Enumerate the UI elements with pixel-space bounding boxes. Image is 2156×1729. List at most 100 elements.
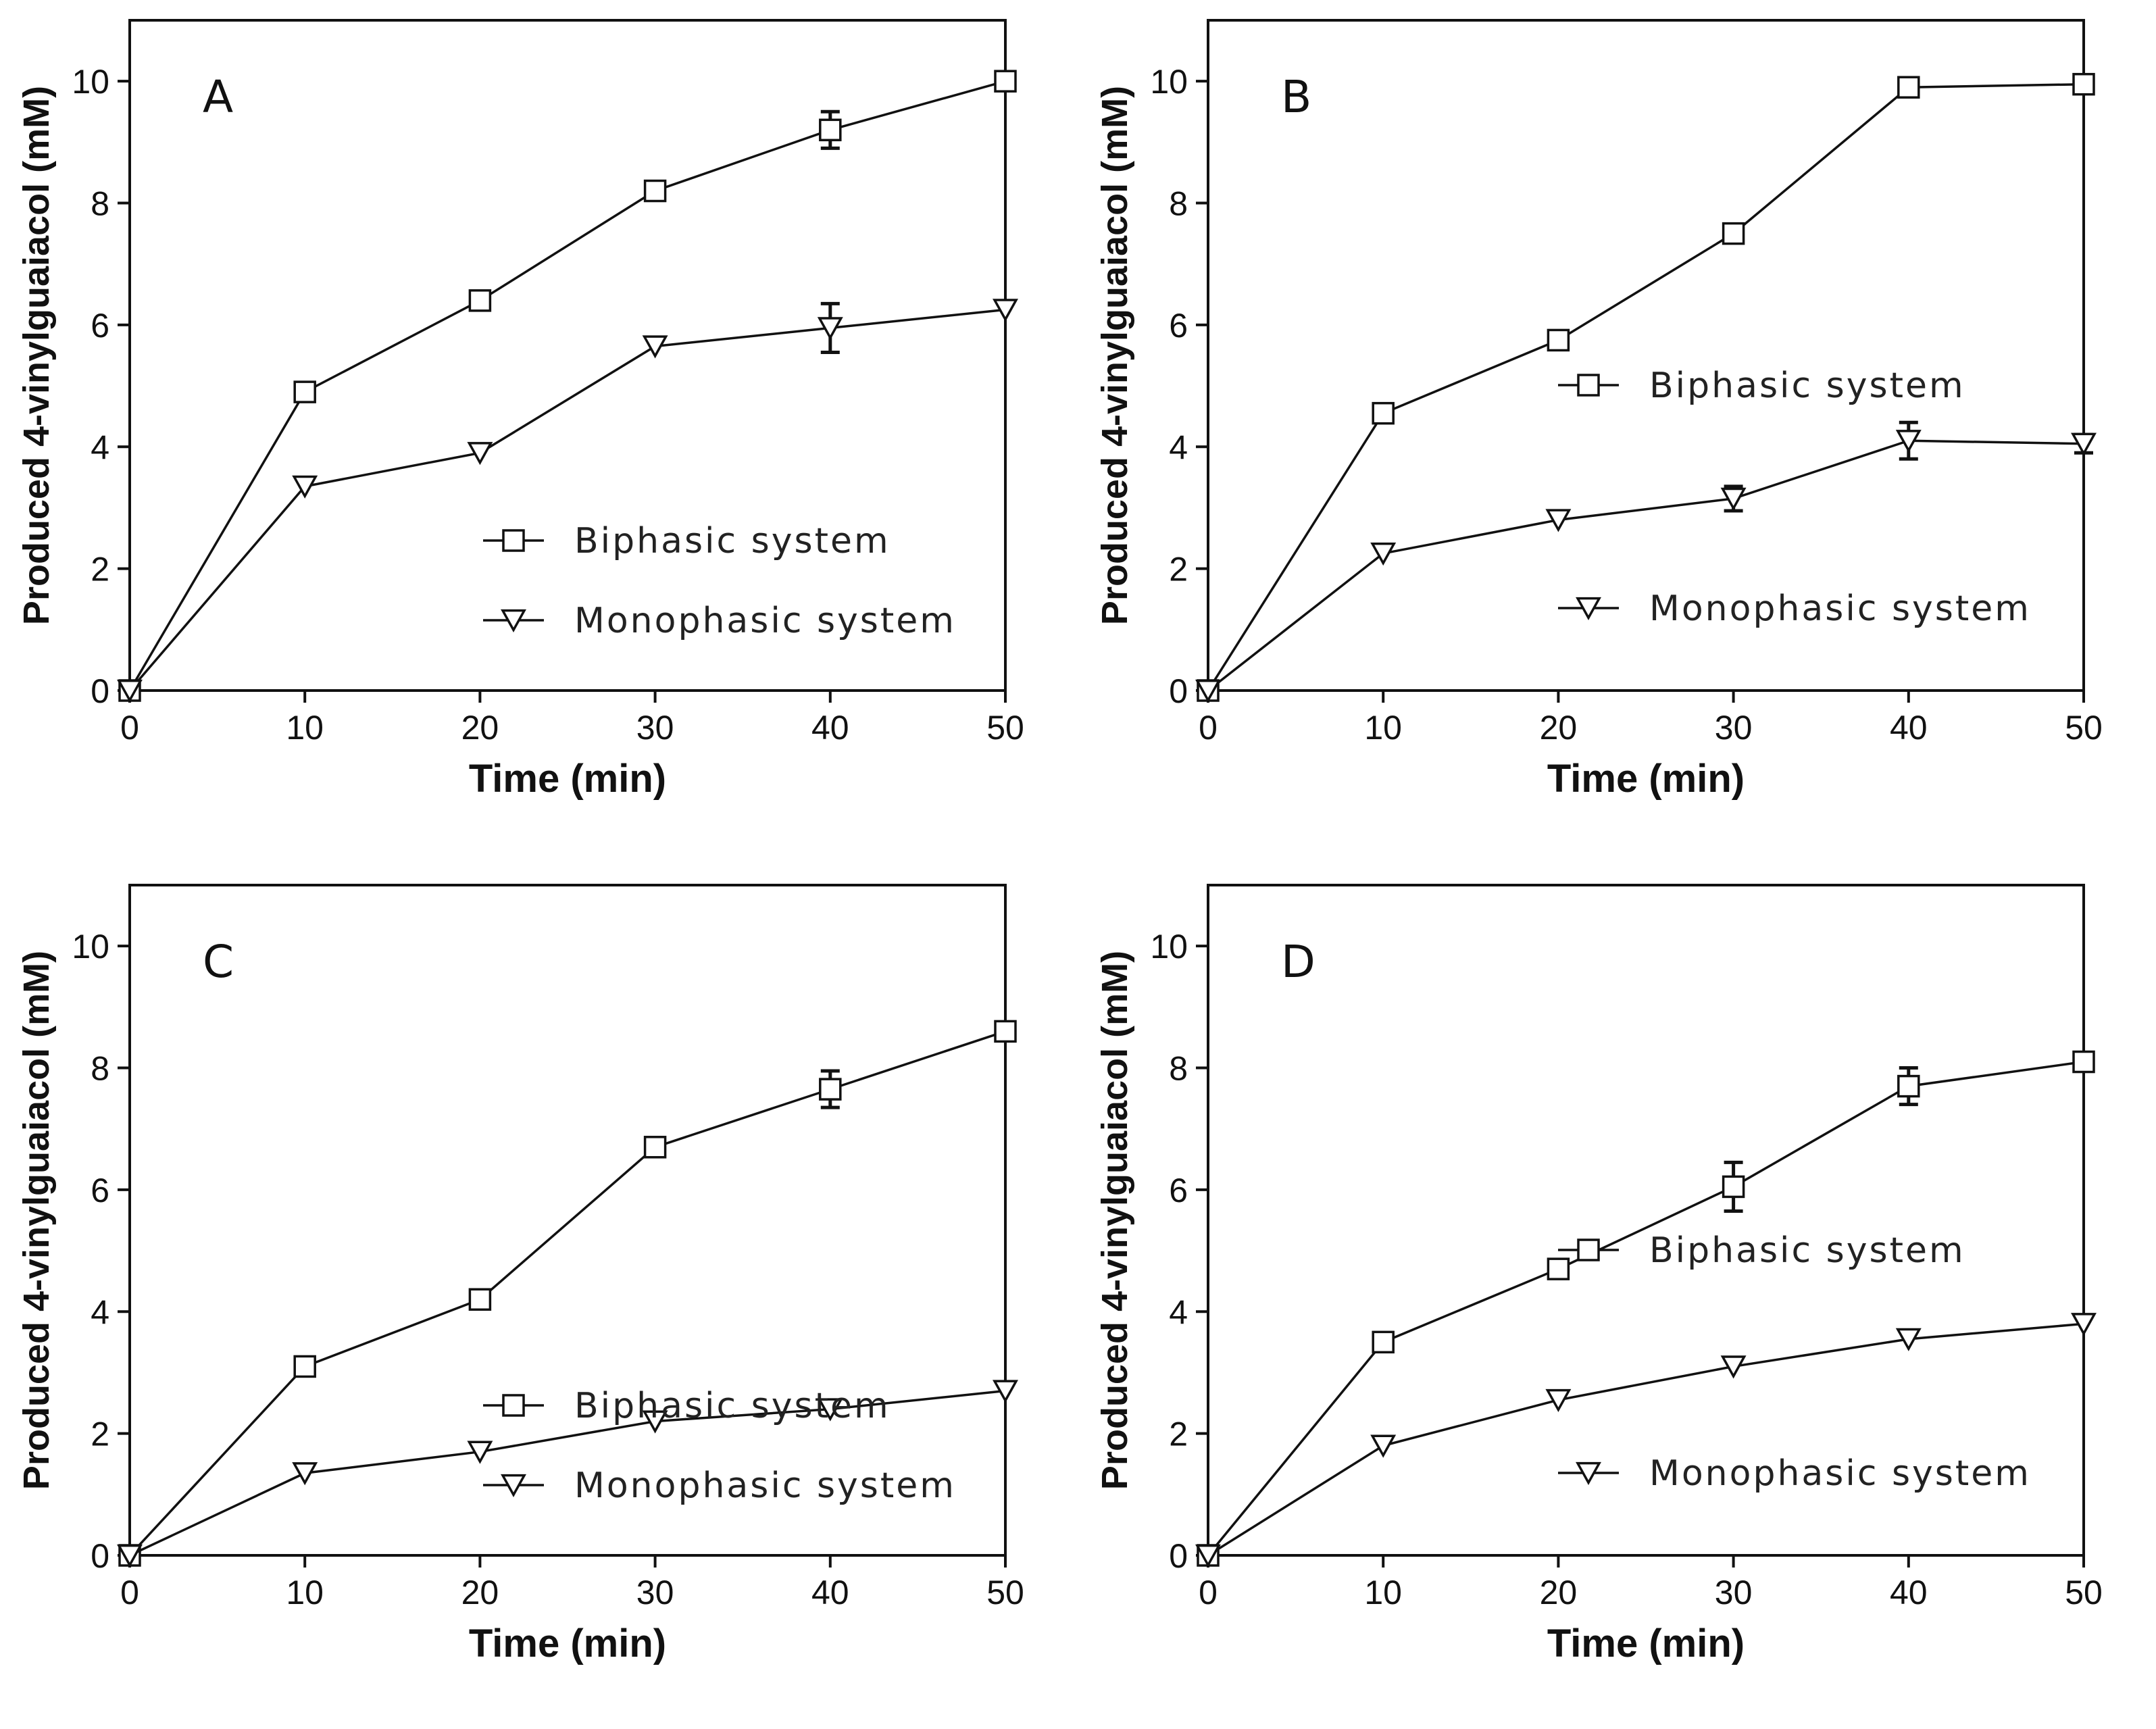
series-line — [128, 308, 1006, 692]
series-line — [128, 80, 1006, 691]
legend: Biphasic system Monophasic system — [1558, 366, 2031, 629]
x-tick-label: 30 — [636, 709, 674, 747]
y-axis-title: Produced 4-vinylguaiacol (mM) — [16, 951, 57, 1490]
data-point — [642, 1410, 668, 1434]
data-point — [2072, 1050, 2095, 1074]
y-tick-label: 8 — [91, 1050, 109, 1088]
x-tick-label: 10 — [286, 709, 324, 747]
data-point — [293, 380, 316, 403]
x-tick-label: 50 — [2065, 1574, 2103, 1611]
data-point — [1547, 1257, 1570, 1280]
y-tick-label: 6 — [1169, 307, 1188, 345]
legend-label: Monophasic system — [574, 601, 956, 641]
legend-label: Monophasic system — [1649, 588, 2031, 629]
legend: Biphasic system Monophasic system — [483, 1386, 956, 1506]
data-point — [1720, 487, 1747, 511]
legend-label: Monophasic system — [1649, 1453, 2031, 1494]
x-axis-title: Time (min) — [1547, 757, 1745, 801]
x-tick-label: 10 — [1364, 1574, 1402, 1611]
legend-label: Biphasic system — [574, 521, 891, 561]
x-tick-label: 30 — [1715, 709, 1753, 747]
chart-panel-b: 0 10 20 30 40 50 0 2 4 6 8 10 Time (min) Produced 4-v… — [1078, 0, 2156, 864]
y-tick-label: 6 — [1169, 1172, 1188, 1209]
data-point — [1370, 1434, 1397, 1458]
data-point — [1895, 430, 1922, 453]
y-tick-label: 4 — [1169, 1293, 1188, 1331]
data-point — [819, 118, 842, 142]
data-point — [817, 317, 843, 341]
data-point — [1545, 509, 1572, 532]
data-point — [467, 442, 493, 466]
data-point — [292, 475, 318, 499]
legend-label: Biphasic system — [1649, 366, 1965, 406]
data-point — [1895, 1328, 1922, 1351]
data-point — [1720, 1355, 1747, 1379]
x-tick-label: 0 — [1199, 709, 1218, 747]
x-tick-label: 20 — [461, 709, 499, 747]
y-tick-label: 6 — [91, 1172, 109, 1209]
data-point — [642, 335, 668, 359]
x-tick-label: 40 — [811, 709, 849, 747]
x-tick-label: 50 — [986, 709, 1024, 747]
x-tick-label: 40 — [811, 1574, 849, 1611]
y-tick-label: 0 — [1169, 672, 1188, 710]
y-tick-label: 10 — [1150, 63, 1188, 101]
legend-marker — [501, 609, 526, 633]
legend-marker — [1576, 1461, 1601, 1486]
plot-frame — [128, 884, 1007, 1557]
data-point — [468, 1288, 492, 1311]
y-tick-label: 0 — [91, 672, 109, 710]
x-tick-label: 10 — [1364, 709, 1402, 747]
data-point — [1722, 222, 1745, 245]
series-triangle-down — [117, 1380, 1018, 1568]
data-point — [468, 289, 492, 312]
legend-label: Biphasic system — [1649, 1230, 1965, 1271]
legend-marker — [502, 529, 525, 552]
data-point — [819, 1078, 842, 1101]
chart-panel-c: 0 10 20 30 40 50 0 2 4 6 8 10 Time (min) Produced 4-v… — [0, 865, 1078, 1729]
panel-letter: B — [1281, 71, 1311, 123]
y-axis-title: Produced 4-vinylguaiacol (mM) — [1095, 86, 1135, 625]
legend-marker — [502, 1394, 525, 1417]
x-tick-label: 10 — [286, 1574, 324, 1611]
x-tick-label: 0 — [120, 1574, 139, 1611]
data-point — [994, 1020, 1017, 1043]
series-triangle-down — [1195, 420, 2097, 703]
data-point — [117, 679, 143, 703]
data-point — [293, 1355, 316, 1378]
data-point — [643, 1136, 667, 1159]
y-tick-label: 10 — [1150, 928, 1188, 966]
chart-svg: 0 10 20 30 40 50 0 2 4 6 8 10 Time (min) Produced 4-v… — [16, 19, 1024, 801]
data-point — [993, 1380, 1018, 1403]
legend-label: Biphasic system — [574, 1386, 891, 1426]
series-line — [1207, 1322, 2084, 1557]
x-tick-label: 40 — [1890, 1574, 1928, 1611]
y-tick-label: 10 — [72, 928, 109, 966]
series-line — [1207, 1060, 2084, 1557]
data-point — [467, 1440, 493, 1464]
x-tick-label: 20 — [1540, 1574, 1578, 1611]
y-axis-title: Produced 4-vinylguaiacol (mM) — [16, 86, 57, 625]
x-tick-label: 40 — [1890, 709, 1928, 747]
data-point — [1195, 1544, 1221, 1568]
panel-letter: D — [1281, 936, 1315, 988]
y-tick-label: 2 — [91, 551, 109, 588]
y-tick-label: 2 — [1169, 551, 1188, 588]
data-point — [1372, 1330, 1395, 1354]
data-point — [1547, 328, 1570, 352]
x-tick-label: 50 — [986, 1574, 1024, 1611]
series-line — [128, 1030, 1006, 1557]
x-tick-label: 0 — [120, 709, 139, 747]
x-tick-label: 50 — [2065, 709, 2103, 747]
panel-letter: C — [203, 936, 234, 988]
legend-marker — [1577, 1238, 1600, 1261]
y-tick-label: 10 — [72, 63, 109, 101]
legend-marker — [501, 1474, 526, 1498]
x-tick-label: 20 — [461, 1574, 499, 1611]
legend-label: Monophasic system — [574, 1465, 956, 1506]
data-point — [993, 299, 1018, 322]
data-point — [1372, 401, 1395, 425]
plot-frame — [128, 19, 1007, 692]
y-tick-label: 4 — [91, 1293, 109, 1331]
